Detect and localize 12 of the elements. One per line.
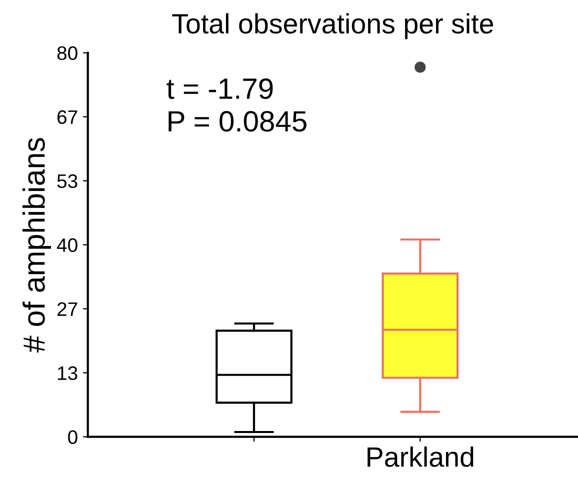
annotation: t = -1.79 [166,78,273,100]
annotation: P = 0.0845 [168,111,306,132]
y-tick-label: 80 [57,46,78,60]
y-axis-title: # of amphibians [22,138,51,353]
y-tick-label: 13 [58,366,78,380]
y-tick-label: 27 [57,302,78,316]
y-tick-label: 53 [57,174,78,188]
y-tick-label: 40 [56,238,78,252]
chart-title: Total observations per site [172,13,494,40]
y-tick-label: 67 [57,110,78,124]
y-tick-label: 0 [68,430,78,444]
x-tick-label: Parkland [368,446,474,467]
